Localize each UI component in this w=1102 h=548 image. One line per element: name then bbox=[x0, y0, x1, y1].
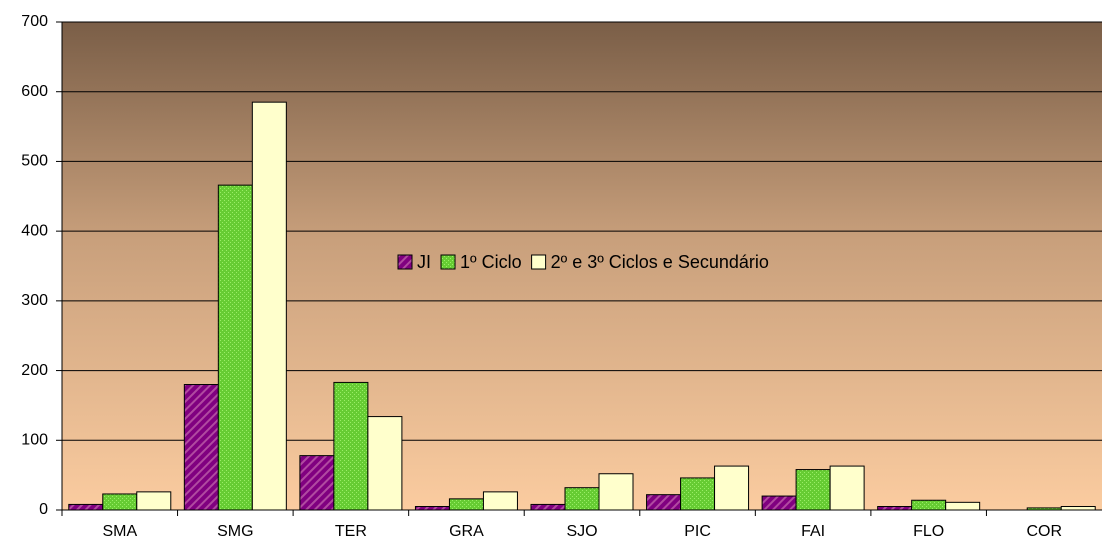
legend-swatch bbox=[531, 254, 547, 270]
x-tick-label: SMA bbox=[102, 523, 137, 540]
x-tick-label: FLO bbox=[913, 523, 944, 540]
legend-swatch bbox=[397, 254, 413, 270]
bar bbox=[761, 495, 797, 511]
legend-swatch bbox=[440, 254, 456, 270]
x-tick-label: COR bbox=[1026, 523, 1062, 540]
bar bbox=[102, 493, 138, 511]
y-tick-label: 500 bbox=[21, 153, 48, 170]
bar bbox=[598, 473, 634, 511]
bar bbox=[911, 499, 947, 511]
bar bbox=[829, 465, 865, 511]
bar bbox=[564, 487, 600, 511]
legend-label: 2º e 3º Ciclos e Secundário bbox=[551, 252, 769, 272]
y-tick-label: 700 bbox=[21, 13, 48, 30]
y-tick-label: 100 bbox=[21, 432, 48, 449]
y-tick-label: 200 bbox=[21, 362, 48, 379]
x-tick-label: SJO bbox=[566, 523, 597, 540]
bar bbox=[795, 469, 831, 511]
bar bbox=[646, 494, 682, 511]
y-tick-label: 600 bbox=[21, 83, 48, 100]
bar bbox=[183, 384, 219, 511]
y-tick-label: 0 bbox=[39, 501, 48, 518]
bar bbox=[448, 498, 484, 511]
bar bbox=[333, 381, 369, 511]
x-tick-label: SMG bbox=[217, 523, 253, 540]
bar bbox=[68, 503, 104, 511]
bar bbox=[414, 506, 450, 511]
bar bbox=[251, 101, 287, 511]
bar bbox=[680, 477, 716, 511]
y-tick-label: 400 bbox=[21, 222, 48, 239]
bar bbox=[714, 465, 750, 511]
bar bbox=[530, 503, 566, 511]
y-tick-label: 300 bbox=[21, 292, 48, 309]
x-tick-label: PIC bbox=[684, 523, 711, 540]
bar bbox=[877, 506, 913, 511]
bar bbox=[217, 184, 253, 511]
bar bbox=[945, 501, 981, 511]
x-tick-label: TER bbox=[335, 523, 367, 540]
legend-label: 1º Ciclo bbox=[460, 252, 522, 272]
bar bbox=[299, 455, 335, 511]
x-tick-label: FAI bbox=[801, 523, 825, 540]
bar bbox=[136, 491, 172, 511]
x-tick-label: GRA bbox=[449, 523, 484, 540]
bar bbox=[367, 416, 403, 511]
bar bbox=[482, 491, 518, 511]
legend-label: JI bbox=[417, 252, 431, 272]
bar bbox=[1060, 506, 1096, 511]
